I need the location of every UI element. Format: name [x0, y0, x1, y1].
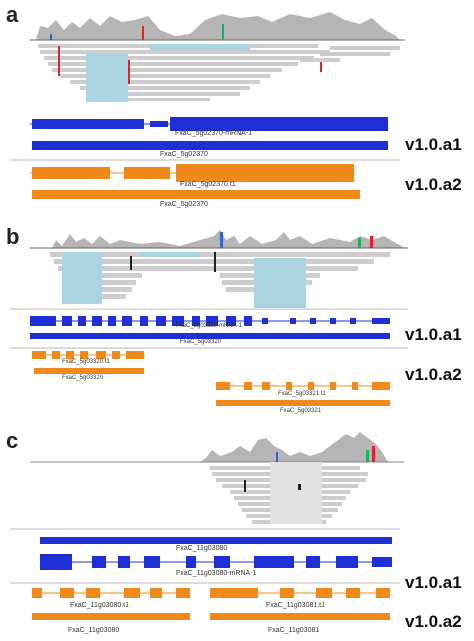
panel-a-a2-gene-name: FxaC_5g02370 [160, 201, 208, 208]
panel-c-a2-model-2-gene [210, 613, 390, 620]
panel-c-a1-transcript-name: FxaC_11g03080-mRNA-1 [176, 570, 257, 577]
panel-b-a2-gene-name-2: FxaC_5g03321 [280, 408, 322, 414]
panel-a-a1-model-1 [32, 119, 144, 129]
panel-c-reads [210, 462, 368, 524]
panel-b-a2-model-2 [216, 382, 390, 390]
panel-c-a1-version: v1.0.a1 [405, 573, 462, 592]
panel-c-a2-model-1 [32, 588, 190, 598]
panel-b-a2-transcript-name-2: FxaC_5g03321.t1 [278, 391, 326, 397]
panel-b-a2-gene-name: FxaC_5g03320 [62, 375, 104, 381]
panel-b-a2-model-2-gene [216, 400, 390, 406]
panel-a-a2-transcript-name: FxaC_5g02370.t1 [180, 181, 236, 188]
panel-a-a1-transcript-name: FxaC_5g02370-mRNA-1 [175, 130, 253, 137]
panel-a-a2-model-1 [32, 167, 110, 179]
panel-a-reads [38, 44, 400, 102]
panel-c-a2-transcript-name: FxaC_11g03080.t1 [70, 602, 130, 609]
panel-b-a2-transcript-name: FxaC_5g03320.t1 [62, 359, 110, 365]
panel-b-reads [50, 252, 390, 308]
panel-c-a1-model-1 [40, 537, 392, 544]
panel-c-a1-gene-name: FxaC_11g03080 [176, 545, 228, 552]
panel-b-a1-version: v1.0.a1 [405, 325, 462, 344]
panel-b-a1-model-2 [30, 333, 390, 339]
panel-a-coverage [36, 12, 400, 40]
panel-b-a1-transcript-name: FxaC_5g03320-mRNA-1 [176, 323, 243, 329]
panel-c-a2-transcript-name-2: FxaC_11g03081.t1 [266, 602, 326, 609]
panel-a-a2-model-2 [32, 190, 360, 199]
panel-b-label: b [6, 224, 20, 249]
panel-b-coverage [52, 230, 405, 248]
panel-b-a2-model-1-gene [34, 368, 144, 374]
panel-c-coverage [30, 432, 404, 462]
panel-c-label: c [6, 428, 19, 453]
panel-b-a2-version: v1.0.a2 [405, 365, 462, 384]
panel-c-a2-gene-name-2: FxaC_11g03081 [268, 627, 320, 634]
panel-c-a2-version: v1.0.a2 [405, 612, 462, 631]
panel-c-a2-model-2 [210, 588, 390, 598]
panel-a-label: a [6, 2, 19, 27]
panel-c-a2-model-1-gene [32, 613, 190, 620]
panel-b-a1-gene-name: FxaC_5g03320 [180, 339, 222, 345]
panel-a-a2-version: v1.0.a2 [405, 175, 462, 194]
panel-a-a1-version: v1.0.a1 [405, 135, 462, 154]
panel-b-a1-model-1 [30, 316, 390, 326]
panel-a-a1-model-2 [32, 141, 388, 150]
panel-b-a2-model-1 [32, 351, 144, 359]
panel-c-a2-gene-name: FxaC_11g03080 [68, 627, 120, 634]
panel-a-a1-gene-name: FxaC_5g02370 [160, 151, 208, 158]
panel-c-a1-model-2 [40, 554, 392, 570]
